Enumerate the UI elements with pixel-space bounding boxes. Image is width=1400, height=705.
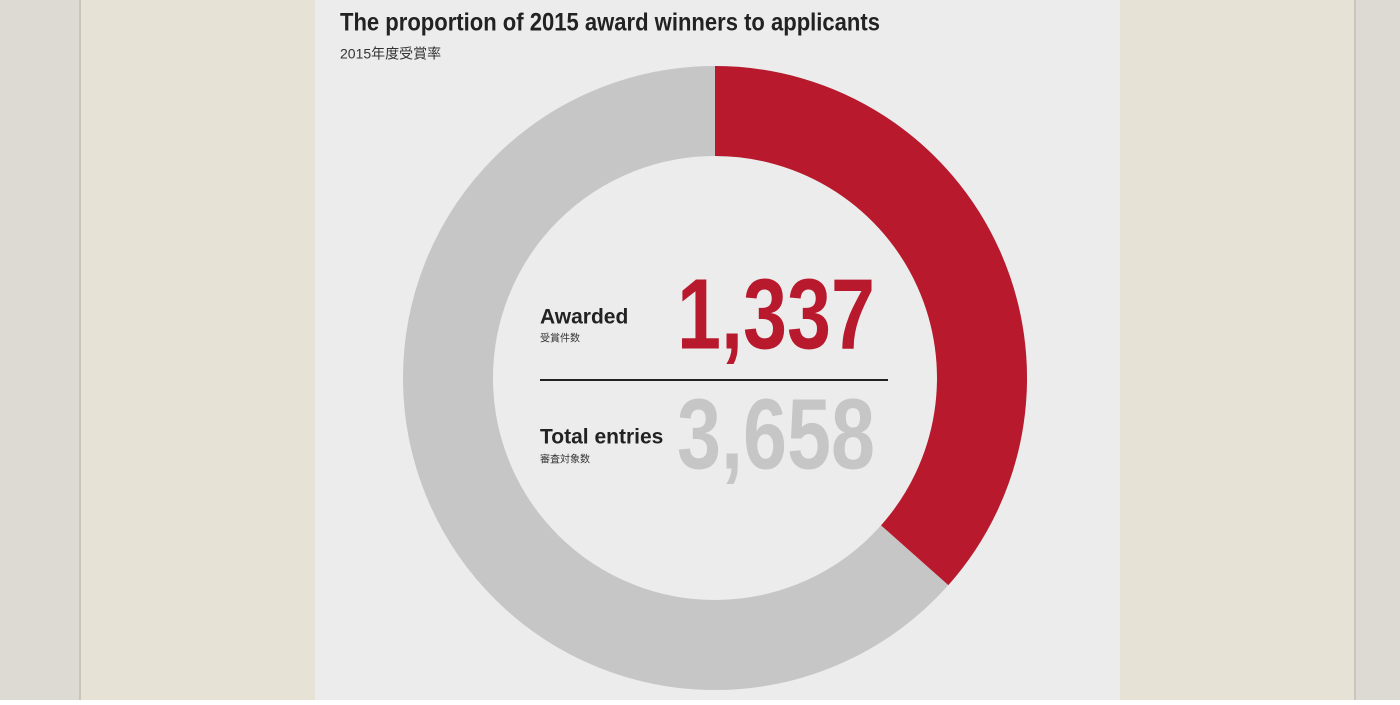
category-label: Awarded [540,306,628,329]
category-sublabel: 受賞件数 [540,332,580,345]
value-label: 1,337 [677,258,875,370]
donut-segment [714,66,1027,586]
wall-panel [1355,0,1400,700]
wall-panel [0,0,80,700]
category-sublabel: 審査対象数 [540,453,590,466]
category-label: Total entries [540,426,663,449]
chart-title: The proportion of 2015 award winners to … [340,9,880,37]
value-label: 3,658 [677,378,875,490]
chart-subtitle: 2015年度受賞率 [340,46,441,62]
donut [403,66,1027,690]
